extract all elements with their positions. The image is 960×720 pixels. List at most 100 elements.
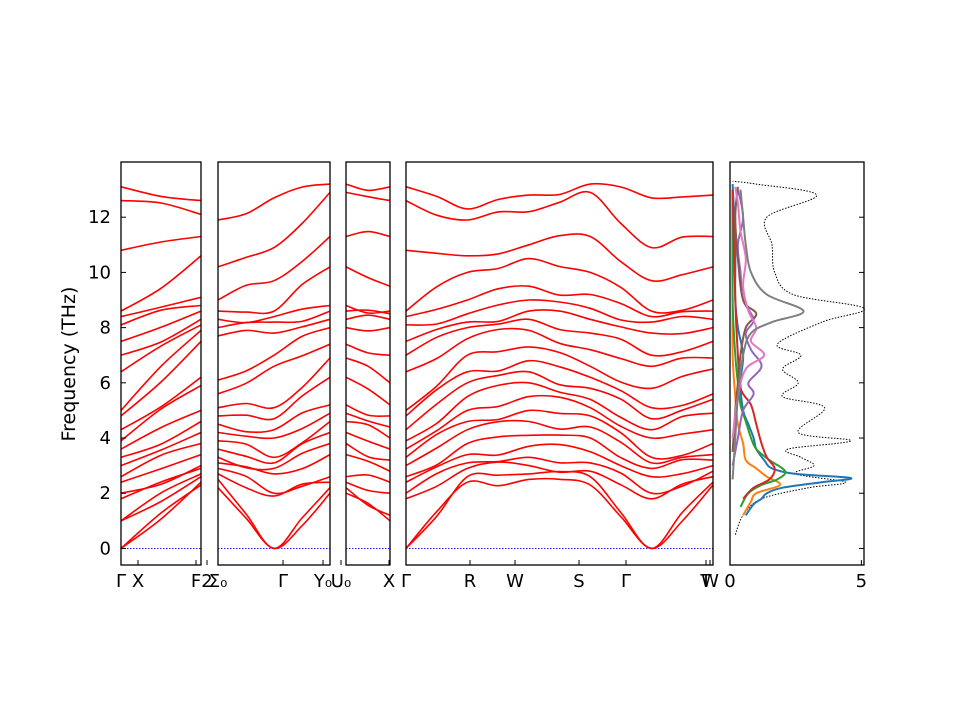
band-line: [345, 431, 391, 450]
partial-dos-line-7: [731, 186, 766, 439]
y-tick-label: 0: [100, 538, 111, 559]
q-point-label: Γ: [278, 571, 288, 592]
band-line: [217, 183, 331, 221]
band-line: [217, 326, 331, 381]
band-line: [217, 420, 331, 459]
y-tick-label: 8: [100, 318, 111, 339]
band-line: [345, 481, 391, 494]
band-line: [405, 470, 714, 550]
q-point-label: F: [191, 571, 201, 592]
band-line: [345, 473, 391, 483]
band-line: [405, 434, 714, 478]
band-line: [217, 310, 331, 329]
q-point-label: Γ: [621, 571, 631, 592]
partial-dos-line-4: [731, 189, 776, 500]
band-line: [217, 412, 331, 440]
panel-frame: [345, 161, 391, 566]
band-line: [345, 487, 391, 517]
y-tick-label: 2: [100, 483, 111, 504]
band-line: [405, 346, 714, 412]
band-line: [120, 340, 202, 417]
band-line: [405, 394, 714, 450]
band-line: [405, 190, 714, 249]
band-line: [405, 381, 714, 442]
band-line: [345, 183, 391, 192]
band-line: [120, 442, 202, 478]
band-line: [217, 235, 331, 301]
band-line: [120, 420, 202, 459]
panel-frame: [120, 161, 202, 566]
band-line: [405, 182, 714, 210]
partial-dos-line-1: [731, 184, 853, 516]
panel-frame: [217, 161, 331, 566]
y-tick-label: 6: [100, 373, 111, 394]
band-line: [120, 453, 202, 483]
band-line: [405, 419, 714, 467]
band-line: [120, 467, 202, 500]
band-line: [120, 384, 202, 442]
band-line: [120, 324, 202, 373]
band-line: [217, 431, 331, 465]
partial-dos-line-3: [731, 189, 787, 508]
band-line: [120, 304, 202, 326]
band-line: [120, 199, 202, 216]
band-line: [217, 318, 331, 337]
band-line: [120, 329, 202, 411]
band-panel-1: [120, 161, 208, 566]
band-line: [217, 442, 331, 471]
q-point-label: Y₀: [313, 571, 332, 592]
panel-frame: [405, 161, 714, 566]
band-line: [345, 404, 391, 417]
band-line: [120, 464, 202, 494]
band-line: [345, 230, 391, 238]
band-line: [217, 467, 331, 495]
band-line: [345, 266, 391, 287]
q-point-label: X: [383, 571, 395, 592]
q-point-label: Γ: [116, 571, 126, 592]
band-line: [120, 255, 202, 312]
band-line: [120, 481, 202, 550]
band-line: [405, 299, 714, 326]
q-point-label: S: [573, 571, 584, 592]
band-panels: [120, 161, 714, 566]
y-tick-label: 10: [88, 262, 111, 283]
band-line: [345, 304, 391, 314]
band-line: [120, 235, 202, 252]
q-point-label: 2: [201, 571, 212, 592]
partial-dos-line-8: [731, 189, 805, 480]
band-line: [345, 376, 391, 406]
band-line: [217, 404, 331, 434]
partial-dos-line-2: [731, 189, 782, 516]
band-line: [120, 376, 202, 431]
dos-x-tick-label: 0: [724, 571, 735, 592]
y-tick-label: 12: [88, 207, 111, 228]
band-line: [345, 442, 391, 461]
band-line: [217, 266, 331, 315]
band-line: [405, 370, 714, 431]
band-line: [405, 461, 714, 500]
band-line: [405, 318, 714, 357]
band-line: [405, 477, 714, 550]
q-point-label: Γ: [401, 571, 411, 592]
q-point-label: W: [506, 571, 524, 592]
band-line: [120, 473, 202, 522]
band-line: [217, 478, 331, 550]
band-line: [345, 412, 391, 428]
band-line: [345, 191, 391, 202]
band-line: [345, 492, 391, 522]
band-line: [405, 409, 714, 460]
band-line: [120, 318, 202, 356]
q-point-label: U₀: [331, 571, 351, 592]
q-point-label: Σ₀: [209, 571, 228, 592]
band-line: [217, 343, 331, 395]
q-point-label: X: [132, 571, 144, 592]
dos-panel: [729, 161, 865, 566]
y-axis-title: Frequency (THz): [58, 287, 80, 442]
band-line: [405, 257, 714, 314]
band-panel-3: [340, 161, 391, 566]
band-line: [405, 443, 714, 483]
band-line: [345, 314, 391, 321]
q-point-label: T: [700, 571, 713, 592]
dos-x-tick-label: 5: [856, 571, 867, 592]
y-tick-label: 4: [100, 428, 111, 449]
